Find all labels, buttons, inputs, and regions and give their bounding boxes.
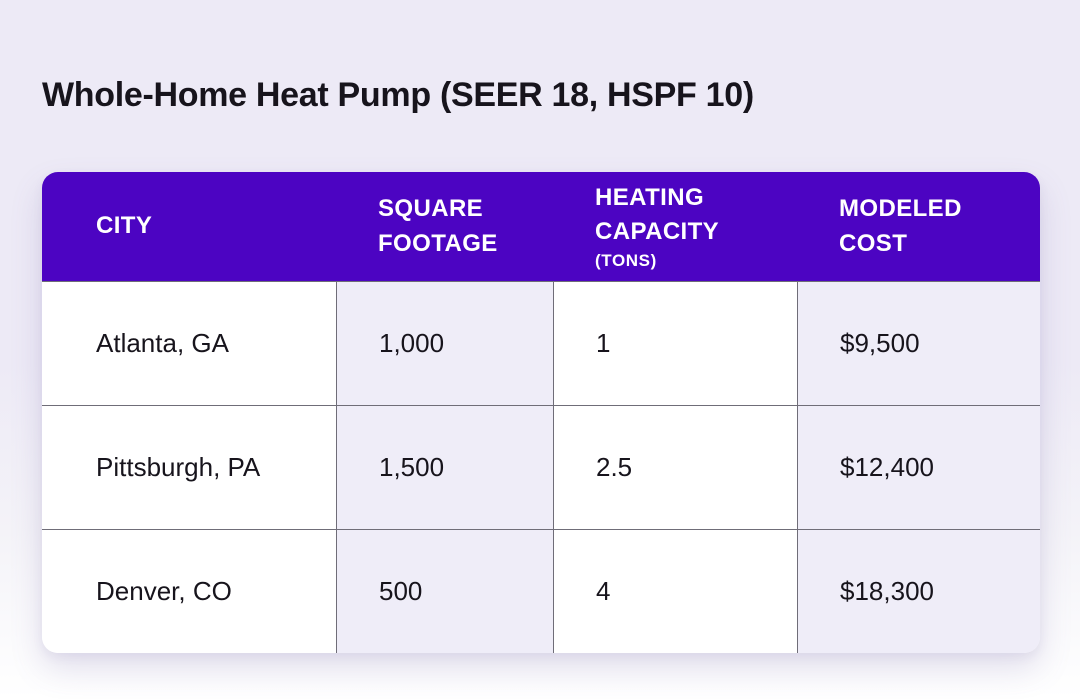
cell-city: Denver, CO bbox=[42, 529, 336, 653]
cell-square-footage: 1,500 bbox=[336, 405, 553, 529]
cell-heating-capacity: 4 bbox=[553, 529, 797, 653]
cell-square-footage: 1,000 bbox=[336, 281, 553, 405]
cell-city: Pittsburgh, PA bbox=[42, 405, 336, 529]
column-header-heating-capacity: HEATING CAPACITY (TONS) bbox=[553, 172, 797, 281]
column-header-label: MODELED COST bbox=[839, 195, 962, 257]
cell-modeled-cost: $9,500 bbox=[797, 281, 1040, 405]
cell-modeled-cost: $12,400 bbox=[797, 405, 1040, 529]
cell-city: Atlanta, GA bbox=[42, 281, 336, 405]
column-header-subscript: (TONS) bbox=[595, 251, 657, 271]
cell-heating-capacity: 2.5 bbox=[553, 405, 797, 529]
column-header-square-footage: SQUARE FOOTAGE bbox=[336, 172, 553, 281]
column-header-city: CITY bbox=[42, 172, 336, 281]
data-table: CITY SQUARE FOOTAGE HEATING CAPACITY (TO… bbox=[42, 172, 1040, 653]
column-header-label: CITY bbox=[96, 212, 153, 240]
column-header-label: HEATING CAPACITY bbox=[595, 183, 720, 245]
cell-modeled-cost: $18,300 bbox=[797, 529, 1040, 653]
column-header-label: SQUARE FOOTAGE bbox=[378, 195, 498, 257]
cell-heating-capacity: 1 bbox=[553, 281, 797, 405]
cell-square-footage: 500 bbox=[336, 529, 553, 653]
page-title: Whole-Home Heat Pump (SEER 18, HSPF 10) bbox=[42, 76, 754, 114]
column-header-modeled-cost: MODELED COST bbox=[797, 172, 1040, 281]
